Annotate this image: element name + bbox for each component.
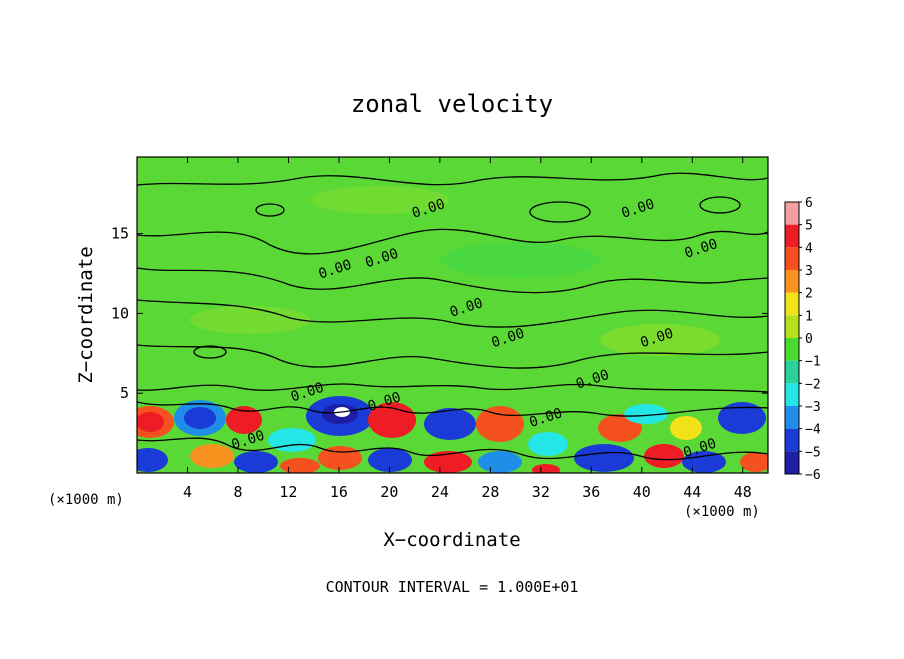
colorbar-label: −4 xyxy=(805,423,821,438)
contour-line xyxy=(137,401,768,417)
cell-positive xyxy=(226,406,262,434)
cell-positive xyxy=(476,406,524,442)
cell-negative-weak xyxy=(268,428,316,452)
cell-negative-core xyxy=(184,407,216,429)
contour-line xyxy=(137,344,768,369)
cell-negative xyxy=(234,451,278,473)
plot-area: 0.000.000.00 0.000.000.000.00 0.000.000.00… xyxy=(137,157,768,473)
cell-negative xyxy=(424,408,476,440)
y-tick-label: 15 xyxy=(111,225,129,243)
contour-line xyxy=(137,437,768,461)
colorbar-swatch xyxy=(785,406,799,429)
x-tick-label: 28 xyxy=(481,483,499,501)
colorbar-swatch xyxy=(785,338,799,361)
colorbar-label: 2 xyxy=(805,287,813,302)
colorbar-swatch xyxy=(785,428,799,452)
y-axis: 5 10 15 xyxy=(111,225,768,402)
cell-positive xyxy=(644,444,684,468)
colorbar-label: −6 xyxy=(805,468,821,483)
colorbar: 6 5 4 3 2 1 0 −1 −2 −3 −4 −5 −6 xyxy=(784,196,821,483)
cell-weak xyxy=(190,306,310,334)
cell-negative xyxy=(137,448,168,472)
y-tick-label: 10 xyxy=(111,304,129,322)
velocity-field xyxy=(137,186,768,473)
colorbar-label: 0 xyxy=(805,332,813,347)
contour-line xyxy=(137,383,768,393)
cell-negative xyxy=(478,451,522,473)
cell-positive xyxy=(740,452,768,472)
x-tick-label: 16 xyxy=(330,483,348,501)
cell-positive-weak xyxy=(670,416,702,440)
cell-positive xyxy=(190,444,234,468)
contour-loop xyxy=(529,201,591,223)
colorbar-swatch xyxy=(785,315,799,338)
x-tick-label: 44 xyxy=(683,483,701,501)
colorbar-label: −1 xyxy=(805,355,821,370)
cell-negative xyxy=(574,444,634,472)
contour-line xyxy=(137,172,768,186)
x-axis-label: X−coordinate xyxy=(383,529,520,551)
cell-negative-weak xyxy=(528,432,568,456)
x-tick-label: 40 xyxy=(633,483,651,501)
colorbar-swatch xyxy=(785,202,799,225)
cell-negative-weak xyxy=(624,404,668,424)
x-axis: 4 8 12 16 20 24 28 32 36 40 44 48 xyxy=(183,157,752,501)
cell-positive xyxy=(424,451,472,473)
y-axis-label: Z−coordinate xyxy=(75,246,97,383)
cell-positive xyxy=(532,464,560,473)
cell-negative xyxy=(718,402,766,434)
colorbar-label: −5 xyxy=(805,445,821,460)
cell-positive-core xyxy=(137,412,164,432)
colorbar-label: −3 xyxy=(805,400,821,415)
contour-loop xyxy=(255,203,285,217)
colorbar-swatch xyxy=(785,292,799,316)
colorbar-swatch xyxy=(785,224,799,248)
cell-negative xyxy=(368,448,412,472)
colorbar-swatch xyxy=(785,383,799,406)
colorbar-label: 5 xyxy=(805,219,813,234)
x-tick-label: 48 xyxy=(734,483,752,501)
cell-weak xyxy=(310,186,450,214)
contour-interval-note: CONTOUR INTERVAL = 1.000E+01 xyxy=(326,578,579,596)
cell-weak xyxy=(440,242,600,278)
x-tick-label: 12 xyxy=(279,483,297,501)
x-unit-right: (×1000 m) xyxy=(684,504,760,520)
colorbar-swatch xyxy=(785,247,799,270)
colorbar-label: 4 xyxy=(805,241,813,256)
contour-loop xyxy=(193,345,227,359)
contour-lines xyxy=(137,172,768,461)
colorbar-label: 1 xyxy=(805,309,813,324)
colorbar-label: 6 xyxy=(805,196,813,211)
x-tick-label: 20 xyxy=(380,483,398,501)
x-tick-label: 32 xyxy=(532,483,550,501)
colorbar-swatch xyxy=(785,451,799,474)
contour-line xyxy=(137,267,768,294)
colorbar-label: 3 xyxy=(805,264,813,279)
colorbar-swatch xyxy=(785,360,799,384)
colorbar-swatch xyxy=(785,270,799,293)
y-tick-label: 5 xyxy=(120,384,129,402)
x-tick-label: 36 xyxy=(582,483,600,501)
x-tick-label: 4 xyxy=(183,483,192,501)
contour-line xyxy=(137,299,768,328)
cell-weak xyxy=(600,324,720,356)
x-tick-label: 24 xyxy=(431,483,449,501)
x-tick-label: 8 xyxy=(233,483,242,501)
plot-frame xyxy=(136,156,769,474)
colorbar-label: −2 xyxy=(805,377,821,392)
chart-title: zonal velocity xyxy=(351,90,553,118)
contour-loop xyxy=(699,196,741,214)
cell-positive xyxy=(280,458,320,473)
x-unit-left: (×1000 m) xyxy=(48,492,124,508)
cell-negative xyxy=(682,451,726,473)
contour-line xyxy=(137,228,768,255)
